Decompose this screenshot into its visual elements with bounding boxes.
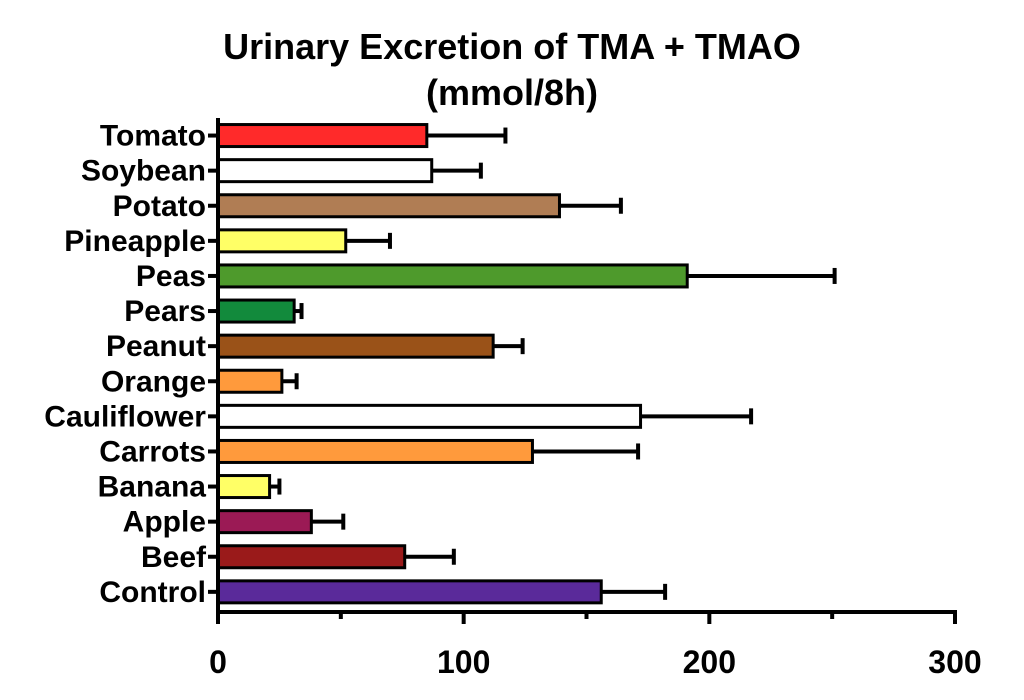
category-label-pears: Pears — [124, 295, 206, 328]
bar-cauliflower — [216, 403, 643, 429]
bar-orange — [216, 368, 284, 394]
category-label-beef: Beef — [141, 541, 207, 574]
category-label-potato: Potato — [113, 190, 206, 223]
x-tick-label-200: 200 — [683, 644, 736, 680]
bar-tomato — [216, 123, 429, 149]
bar-banana — [216, 474, 272, 500]
category-label-control: Control — [99, 576, 206, 609]
bar-control — [216, 579, 603, 605]
chart-title-line1: Urinary Excretion of TMA + TMAO — [223, 26, 801, 67]
category-label-soybean: Soybean — [81, 155, 206, 188]
category-label-peas: Peas — [136, 260, 206, 293]
chart-title: Urinary Excretion of TMA + TMAO (mmol/8h… — [0, 24, 1024, 116]
category-label-tomato: Tomato — [100, 120, 206, 153]
category-label-apple: Apple — [123, 506, 206, 539]
bar-peanut — [216, 333, 495, 359]
category-label-cauliflower: Cauliflower — [44, 400, 206, 433]
chart-title-line2: (mmol/8h) — [425, 72, 598, 113]
category-label-peanut: Peanut — [106, 330, 206, 363]
category-label-banana: Banana — [98, 471, 207, 504]
x-tick-label-0: 0 — [209, 644, 227, 680]
bar-beef — [216, 544, 407, 570]
bars-layer — [216, 123, 837, 605]
axes-layer — [208, 118, 957, 624]
labels-layer: TomatoSoybeanPotatoPineapplePeasPearsPea… — [44, 120, 981, 680]
bar-pears — [216, 298, 296, 324]
bar-soybean — [216, 158, 434, 184]
category-label-carrots: Carrots — [99, 435, 206, 468]
x-tick-label-300: 300 — [928, 644, 981, 680]
bar-potato — [216, 193, 561, 219]
bar-peas — [216, 263, 689, 289]
bar-apple — [216, 509, 313, 535]
category-label-orange: Orange — [101, 365, 206, 398]
x-tick-label-100: 100 — [437, 644, 490, 680]
category-label-pineapple: Pineapple — [64, 225, 206, 258]
bar-carrots — [216, 438, 534, 464]
bar-pineapple — [216, 228, 348, 254]
